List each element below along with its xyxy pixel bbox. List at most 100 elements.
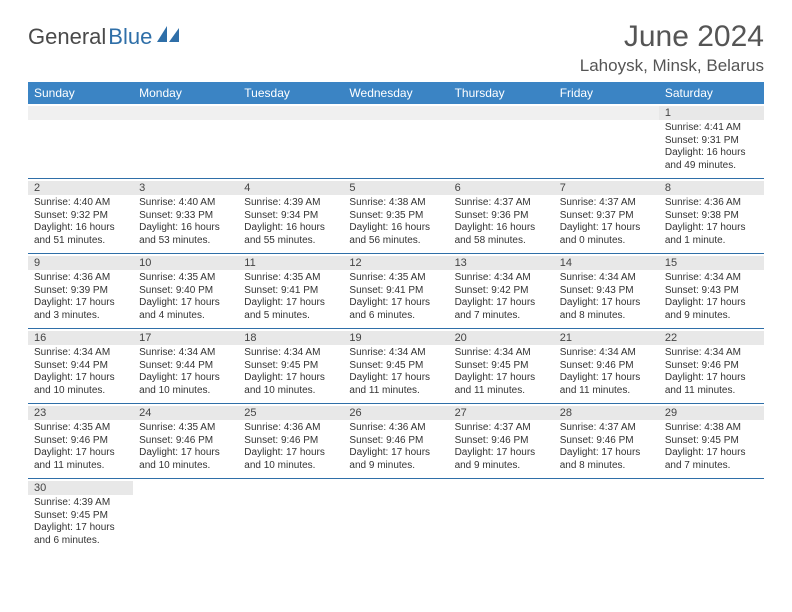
day-number: 29 (659, 406, 764, 420)
day-details: Sunrise: 4:37 AMSunset: 9:37 PMDaylight:… (560, 197, 653, 247)
day-cell: 20 Sunrise: 4:34 AMSunset: 9:45 PMDayligh… (449, 329, 554, 404)
day-number: 18 (238, 331, 343, 345)
daynum-bar-empty (133, 106, 238, 120)
day-details: Sunrise: 4:39 AMSunset: 9:34 PMDaylight:… (244, 197, 337, 247)
calendar-row: 30 Sunrise: 4:39 AMSunset: 9:45 PMDayligh… (28, 479, 764, 554)
day-number: 3 (133, 181, 238, 195)
day-cell: 16Sunrise: 4:34 AMSunset: 9:44 PMDayligh… (28, 329, 133, 404)
day-details: Sunrise: 4:34 AMSunset: 9:46 PMDaylight:… (560, 347, 653, 397)
day-number: 24 (133, 406, 238, 420)
calendar-head: SundayMondayTuesdayWednesdayThursdayFrid… (28, 82, 764, 104)
day-details: Sunrise: 4:41 AMSunset: 9:31 PMDaylight:… (665, 122, 758, 172)
empty-cell (554, 104, 659, 179)
daynum-bar-empty (343, 106, 448, 120)
day-cell: 13Sunrise: 4:34 AMSunset: 9:42 PMDayligh… (449, 254, 554, 329)
day-number: 1 (659, 106, 764, 120)
day-number: 16 (28, 331, 133, 345)
day-cell: 8 Sunrise: 4:36 AMSunset: 9:38 PMDaylight… (659, 179, 764, 254)
day-details: Sunrise: 4:34 AMSunset: 9:43 PMDaylight:… (560, 272, 653, 322)
day-number: 14 (554, 256, 659, 270)
day-number: 11 (238, 256, 343, 270)
day-details: Sunrise: 4:34 AMSunset: 9:42 PMDaylight:… (455, 272, 548, 322)
day-number: 23 (28, 406, 133, 420)
calendar-body: 1 Sunrise: 4:41 AMSunset: 9:31 PMDaylight… (28, 104, 764, 553)
calendar-row: 2 Sunrise: 4:40 AMSunset: 9:32 PMDaylight… (28, 179, 764, 254)
day-details: Sunrise: 4:34 AMSunset: 9:45 PMDaylight:… (455, 347, 548, 397)
day-number: 28 (554, 406, 659, 420)
day-number: 9 (28, 256, 133, 270)
day-details: Sunrise: 4:36 AMSunset: 9:39 PMDaylight:… (34, 272, 127, 322)
day-cell: 3 Sunrise: 4:40 AMSunset: 9:33 PMDaylight… (133, 179, 238, 254)
day-number: 8 (659, 181, 764, 195)
calendar-row: 23 Sunrise: 4:35 AMSunset: 9:46 PMDayligh… (28, 404, 764, 479)
day-cell: 6 Sunrise: 4:37 AMSunset: 9:36 PMDaylight… (449, 179, 554, 254)
sail-icon (157, 24, 179, 50)
day-details: Sunrise: 4:35 AMSunset: 9:41 PMDaylight:… (349, 272, 442, 322)
day-cell: 30 Sunrise: 4:39 AMSunset: 9:45 PMDayligh… (28, 479, 133, 554)
day-details: Sunrise: 4:36 AMSunset: 9:38 PMDaylight:… (665, 197, 758, 247)
column-header: Thursday (449, 82, 554, 104)
day-cell: 11 Sunrise: 4:35 AMSunset: 9:41 PMDayligh… (238, 254, 343, 329)
day-details: Sunrise: 4:35 AMSunset: 9:40 PMDaylight:… (139, 272, 232, 322)
day-number: 30 (28, 481, 133, 495)
day-details: Sunrise: 4:40 AMSunset: 9:32 PMDaylight:… (34, 197, 127, 247)
day-number: 10 (133, 256, 238, 270)
day-number: 22 (659, 331, 764, 345)
daynum-bar-empty (238, 106, 343, 120)
day-number: 6 (449, 181, 554, 195)
day-cell: 14 Sunrise: 4:34 AMSunset: 9:43 PMDayligh… (554, 254, 659, 329)
day-cell: 4Sunrise: 4:39 AMSunset: 9:34 PMDaylight… (238, 179, 343, 254)
day-cell: 17Sunrise: 4:34 AMSunset: 9:44 PMDayligh… (133, 329, 238, 404)
day-details: Sunrise: 4:37 AMSunset: 9:46 PMDaylight:… (455, 422, 548, 472)
day-cell: 24 Sunrise: 4:35 AMSunset: 9:46 PMDayligh… (133, 404, 238, 479)
empty-cell (133, 104, 238, 179)
day-cell: 23 Sunrise: 4:35 AMSunset: 9:46 PMDayligh… (28, 404, 133, 479)
day-details: Sunrise: 4:36 AMSunset: 9:46 PMDaylight:… (244, 422, 337, 472)
day-number: 20 (449, 331, 554, 345)
header: GeneralBlue June 2024 Lahoysk, Minsk, Be… (28, 20, 764, 76)
day-details: Sunrise: 4:34 AMSunset: 9:45 PMDaylight:… (244, 347, 337, 397)
day-details: Sunrise: 4:38 AMSunset: 9:35 PMDaylight:… (349, 197, 442, 247)
column-header: Friday (554, 82, 659, 104)
day-cell: 19Sunrise: 4:34 AMSunset: 9:45 PMDayligh… (343, 329, 448, 404)
daynum-bar-empty (28, 106, 133, 120)
calendar-row: 1 Sunrise: 4:41 AMSunset: 9:31 PMDaylight… (28, 104, 764, 179)
day-number: 2 (28, 181, 133, 195)
day-details: Sunrise: 4:36 AMSunset: 9:46 PMDaylight:… (349, 422, 442, 472)
empty-cell (238, 104, 343, 179)
day-details: Sunrise: 4:37 AMSunset: 9:36 PMDaylight:… (455, 197, 548, 247)
day-cell: 27Sunrise: 4:37 AMSunset: 9:46 PMDayligh… (449, 404, 554, 479)
day-details: Sunrise: 4:38 AMSunset: 9:45 PMDaylight:… (665, 422, 758, 472)
empty-cell (449, 479, 554, 554)
day-cell: 22 Sunrise: 4:34 AMSunset: 9:46 PMDayligh… (659, 329, 764, 404)
empty-cell (659, 479, 764, 554)
day-number: 12 (343, 256, 448, 270)
location: Lahoysk, Minsk, Belarus (580, 56, 764, 76)
daynum-bar-empty (449, 106, 554, 120)
calendar-row: 16Sunrise: 4:34 AMSunset: 9:44 PMDayligh… (28, 329, 764, 404)
empty-cell (554, 479, 659, 554)
day-cell: 10 Sunrise: 4:35 AMSunset: 9:40 PMDayligh… (133, 254, 238, 329)
day-details: Sunrise: 4:34 AMSunset: 9:46 PMDaylight:… (665, 347, 758, 397)
day-details: Sunrise: 4:35 AMSunset: 9:46 PMDaylight:… (139, 422, 232, 472)
day-number: 19 (343, 331, 448, 345)
day-details: Sunrise: 4:37 AMSunset: 9:46 PMDaylight:… (560, 422, 653, 472)
empty-cell (343, 479, 448, 554)
day-number: 21 (554, 331, 659, 345)
day-cell: 25 Sunrise: 4:36 AMSunset: 9:46 PMDayligh… (238, 404, 343, 479)
day-details: Sunrise: 4:35 AMSunset: 9:46 PMDaylight:… (34, 422, 127, 472)
empty-cell (28, 104, 133, 179)
day-details: Sunrise: 4:40 AMSunset: 9:33 PMDaylight:… (139, 197, 232, 247)
column-header: Sunday (28, 82, 133, 104)
empty-cell (133, 479, 238, 554)
day-details: Sunrise: 4:39 AMSunset: 9:45 PMDaylight:… (34, 497, 127, 547)
day-details: Sunrise: 4:34 AMSunset: 9:43 PMDaylight:… (665, 272, 758, 322)
day-details: Sunrise: 4:35 AMSunset: 9:41 PMDaylight:… (244, 272, 337, 322)
day-cell: 1 Sunrise: 4:41 AMSunset: 9:31 PMDaylight… (659, 104, 764, 179)
day-number: 25 (238, 406, 343, 420)
day-cell: 26Sunrise: 4:36 AMSunset: 9:46 PMDayligh… (343, 404, 448, 479)
day-cell: 5Sunrise: 4:38 AMSunset: 9:35 PMDaylight… (343, 179, 448, 254)
day-cell: 15 Sunrise: 4:34 AMSunset: 9:43 PMDayligh… (659, 254, 764, 329)
day-cell: 12 Sunrise: 4:35 AMSunset: 9:41 PMDayligh… (343, 254, 448, 329)
day-number: 15 (659, 256, 764, 270)
